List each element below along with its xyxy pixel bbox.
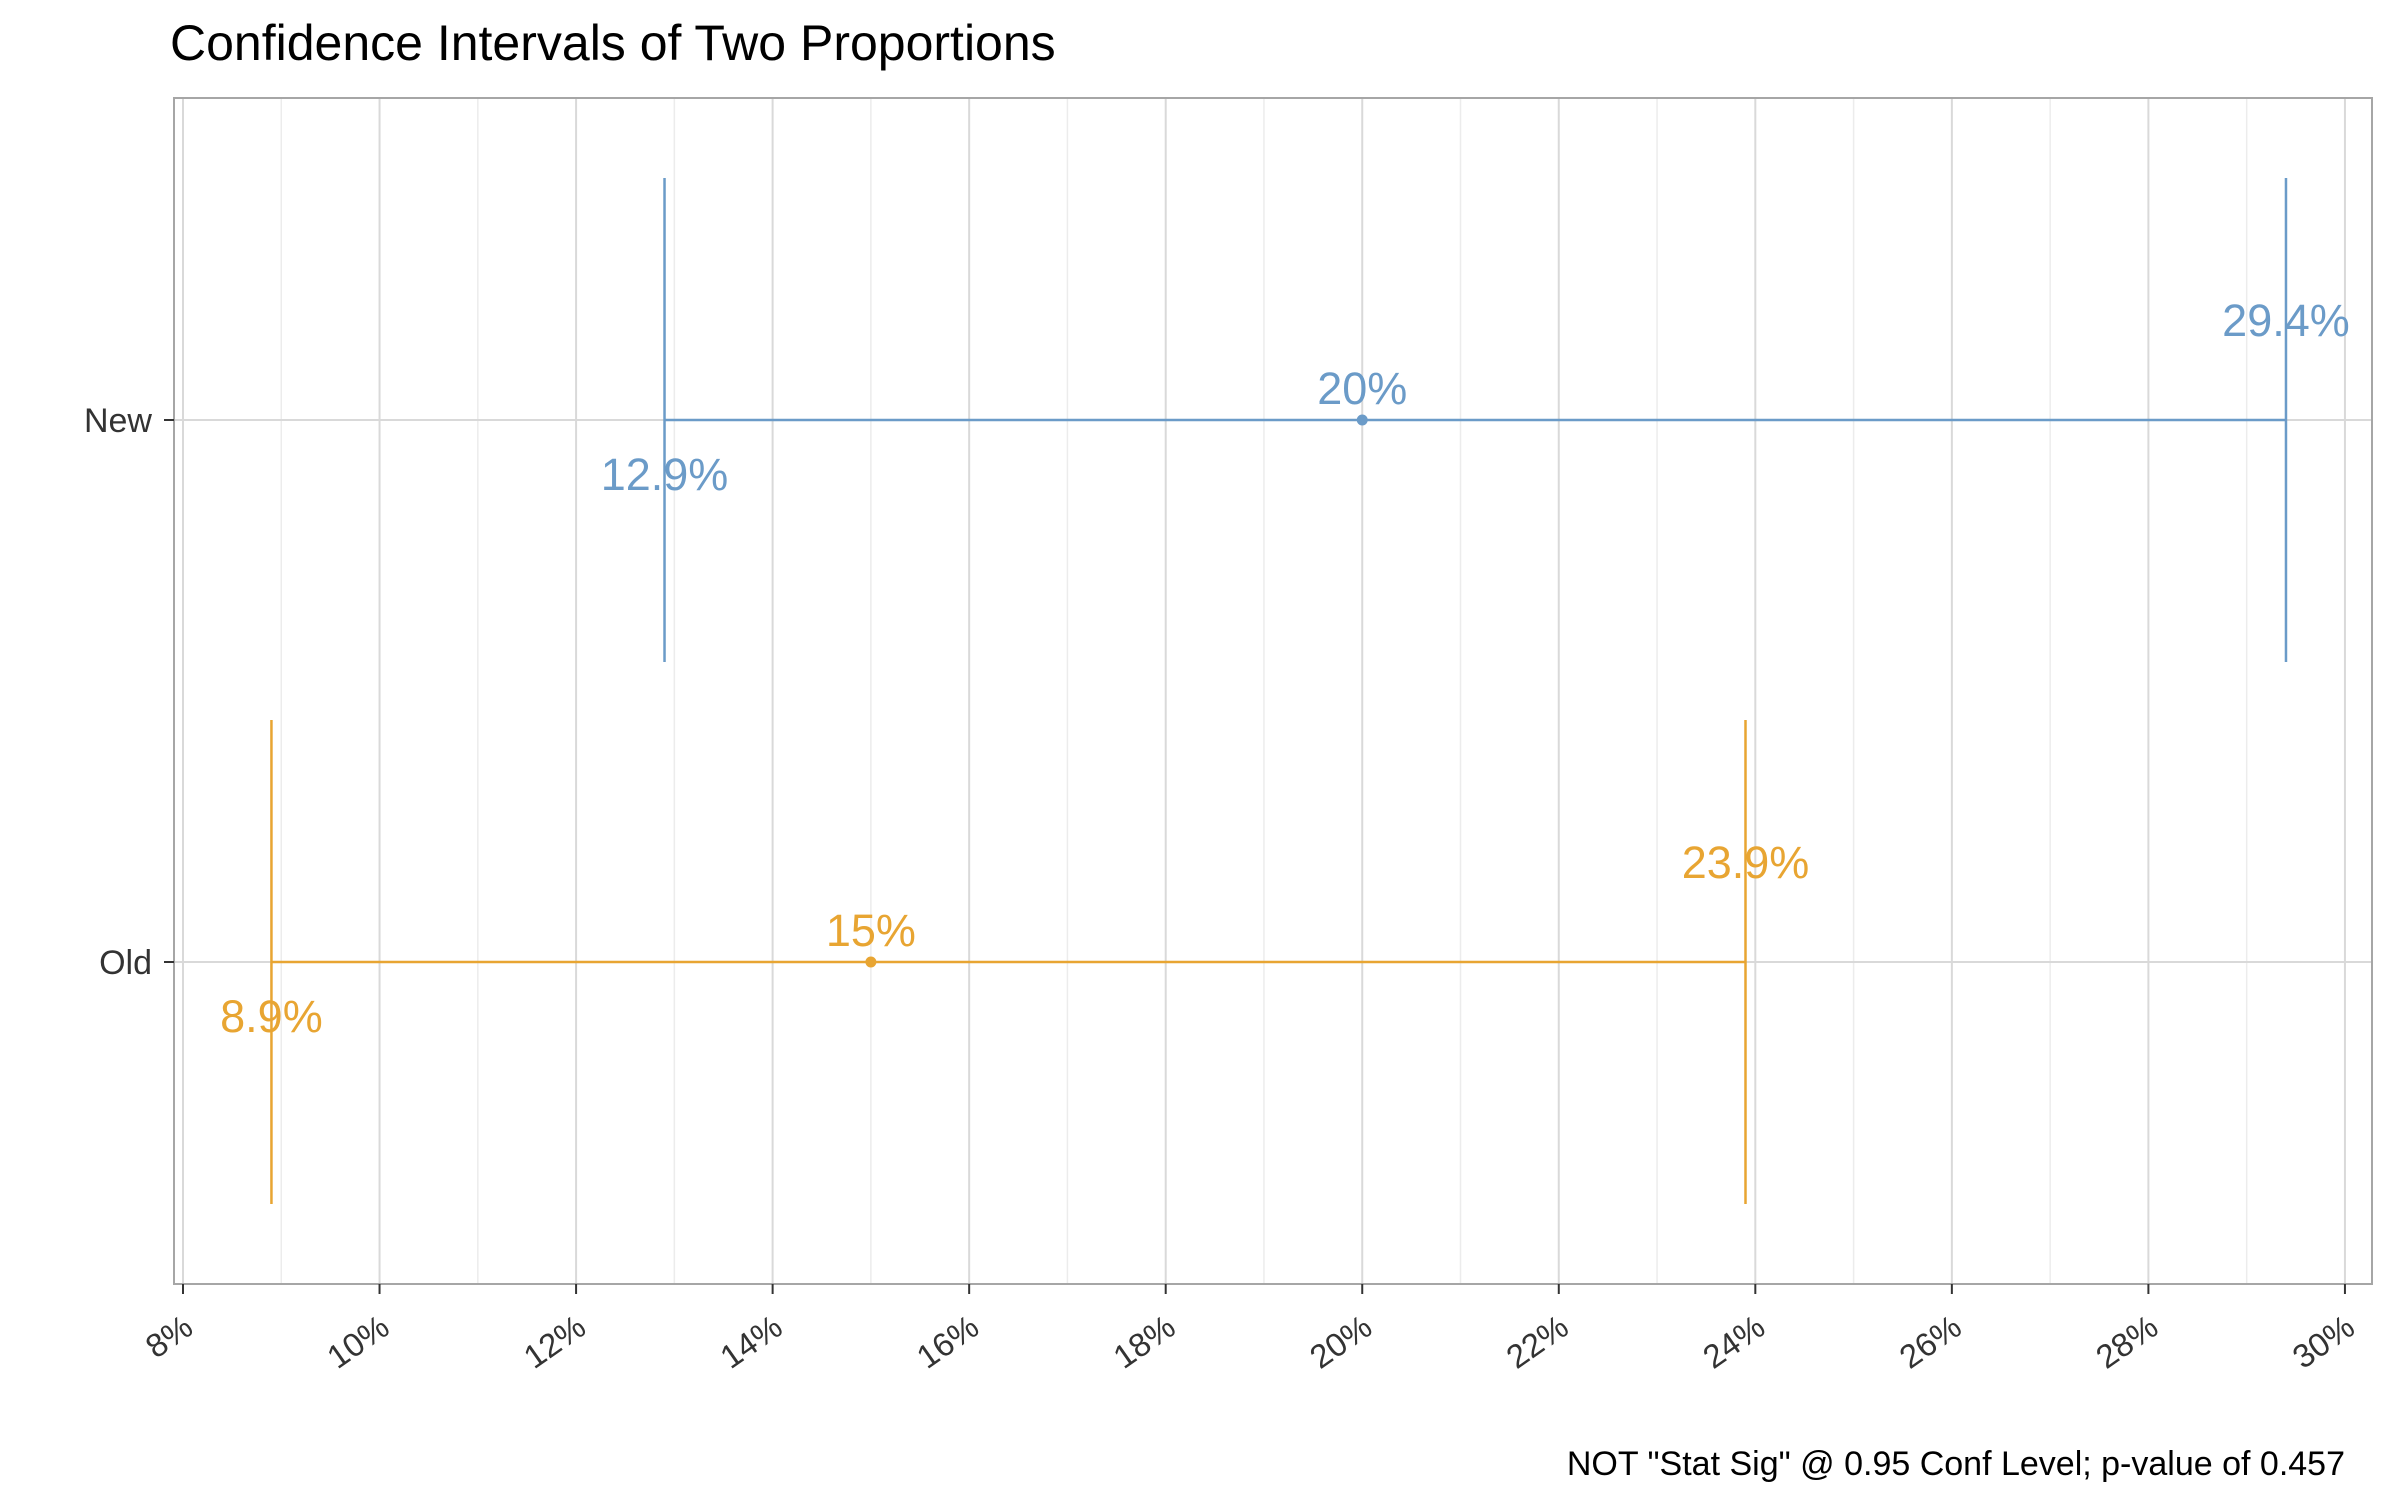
x-tick-label: 12% [517, 1307, 592, 1375]
lower-label: 12.9% [601, 449, 729, 500]
y-tick-label: Old [99, 944, 152, 982]
x-tick-label: 22% [1499, 1307, 1574, 1375]
x-tick-label: 30% [2286, 1307, 2361, 1375]
y-tick-label: New [84, 402, 152, 440]
x-tick-label: 14% [713, 1307, 788, 1375]
x-tick-label: 28% [2089, 1307, 2164, 1375]
upper-label: 23.9% [1682, 837, 1810, 888]
panel-border [173, 97, 2373, 1285]
estimate-point [865, 956, 877, 968]
x-tick-label: 20% [1303, 1307, 1378, 1375]
x-tick-label: 26% [1893, 1307, 1968, 1375]
estimate-point [1356, 414, 1368, 426]
estimate-label: 20% [1317, 363, 1407, 414]
x-tick-label: 10% [320, 1307, 395, 1375]
x-tick-label: 8% [139, 1307, 199, 1365]
upper-label: 29.4% [2222, 295, 2350, 346]
chart-caption: NOT "Stat Sig" @ 0.95 Conf Level; p-valu… [1567, 1445, 2345, 1483]
interval-old: 15% 8.9% 23.9% [220, 720, 1809, 1204]
x-tick-label: 18% [1106, 1307, 1181, 1375]
chart-title: Confidence Intervals of Two Proportions [170, 15, 1056, 71]
series: 20% 12.9% 29.4% 15% 8.9% 23.9% [220, 178, 2350, 1204]
x-tick-label: 16% [910, 1307, 985, 1375]
grid [174, 98, 2372, 1284]
x-tick-label: 24% [1696, 1307, 1771, 1375]
lower-label: 8.9% [220, 991, 323, 1042]
y-axis: New Old [84, 402, 174, 982]
estimate-label: 15% [826, 905, 916, 956]
interval-new: 20% 12.9% 29.4% [601, 178, 2350, 662]
x-axis: 8% 10% 12% 14% 16% 18% 20% 22% 24% 26% 28% 30% [139, 1284, 2361, 1376]
